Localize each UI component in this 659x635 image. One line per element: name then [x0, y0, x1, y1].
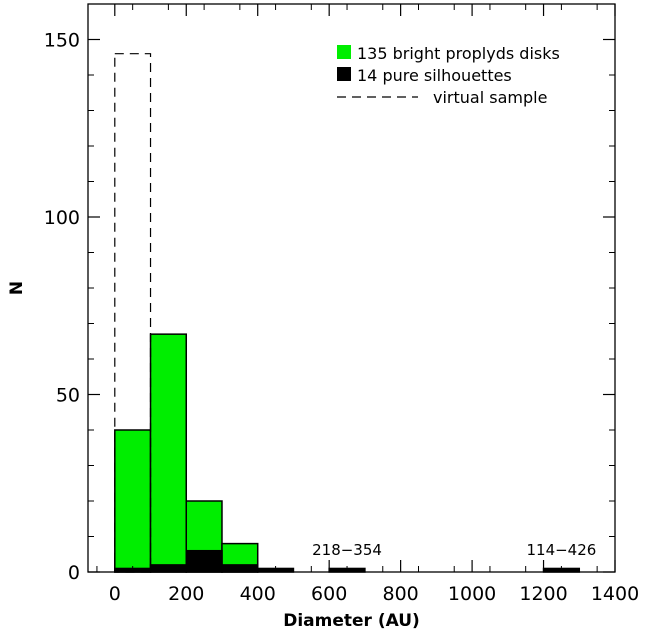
y-tick-labels: 0 50 100 150: [44, 30, 80, 585]
legend-swatch-silhouettes: [337, 67, 351, 81]
bright-proplyds-bars: [114, 333, 259, 573]
y-tick-label-50: 50: [56, 385, 80, 407]
y-tick-label-0: 0: [68, 562, 80, 584]
axis-ticks: [88, 4, 616, 573]
y-tick-label-150: 150: [44, 30, 80, 52]
legend-label-bright-proplyds: 135 bright proplyds disks: [357, 44, 560, 63]
x-tick-label-1200: 1200: [519, 583, 567, 605]
x-tick-label-600: 600: [311, 583, 347, 605]
x-tick-label-0: 0: [109, 583, 121, 605]
x-tick-label-400: 400: [240, 583, 276, 605]
x-axis-title: Diameter (AU): [283, 611, 420, 631]
x-tick-label-1000: 1000: [448, 583, 496, 605]
annotation-label-0: 218−354: [312, 541, 382, 559]
bar-bright-proplyds-100: [149, 333, 188, 573]
x-tick-label-200: 200: [168, 583, 204, 605]
legend-swatch-bright-proplyds: [337, 45, 351, 59]
x-tick-label-800: 800: [382, 583, 418, 605]
y-axis-title: N: [7, 281, 27, 295]
x-tick-label-1400: 1400: [591, 583, 639, 605]
annotations: 218−354 114−426: [312, 541, 596, 559]
annotation-label-1: 114−426: [526, 541, 596, 559]
bar-bright-proplyds-0: [114, 429, 152, 573]
legend-label-virtual-sample: virtual sample: [433, 88, 547, 107]
x-tick-labels: 0 200 400 600 800 1000 1200 1400: [109, 583, 639, 605]
y-tick-label-100: 100: [44, 207, 80, 229]
legend-label-silhouettes: 14 pure silhouettes: [357, 66, 512, 85]
legend: 135 bright proplyds disks 14 pure silhou…: [337, 44, 560, 107]
